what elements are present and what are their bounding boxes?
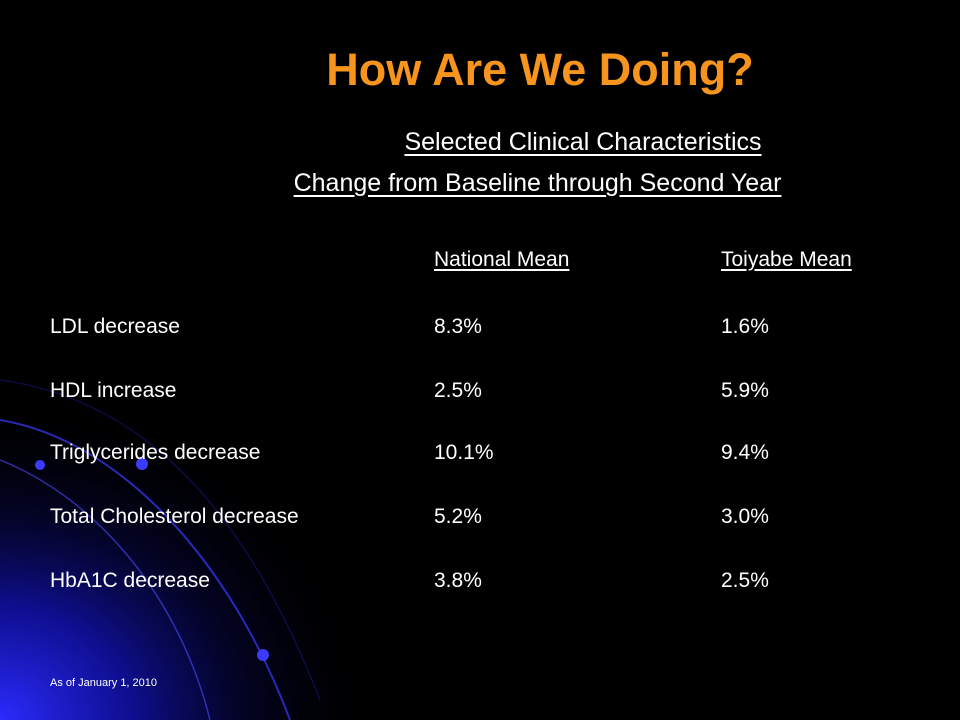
- toiyabe-value: 1.6%: [721, 315, 769, 338]
- toiyabe-value: 2.5%: [721, 569, 769, 592]
- toiyabe-value: 9.4%: [721, 441, 769, 464]
- row-label: HbA1C decrease: [50, 569, 210, 592]
- slide-title: How Are We Doing?: [326, 44, 754, 95]
- table-row: HbA1C decrease 3.8% 2.5%: [0, 569, 960, 599]
- national-value: 5.2%: [434, 505, 482, 528]
- row-label: HDL increase: [50, 379, 177, 402]
- toiyabe-value: 3.0%: [721, 505, 769, 528]
- national-value: 3.8%: [434, 569, 482, 592]
- footnote: As of January 1, 2010: [50, 677, 158, 689]
- table-row: Total Cholesterol decrease 5.2% 3.0%: [0, 505, 960, 535]
- national-value: 2.5%: [434, 379, 482, 402]
- toiyabe-value: 5.9%: [721, 379, 769, 402]
- table-row: LDL decrease 8.3% 1.6%: [0, 315, 960, 345]
- row-label: Total Cholesterol decrease: [50, 505, 299, 528]
- national-value: 8.3%: [434, 315, 482, 338]
- subtitle-line-2: Change from Baseline through Second Year: [293, 169, 782, 197]
- table-row: HDL increase 2.5% 5.9%: [0, 379, 960, 409]
- decor-dot: [136, 458, 148, 470]
- national-value: 10.1%: [434, 441, 494, 464]
- table-row: Triglycerides decrease 10.1% 9.4%: [0, 441, 960, 471]
- header-toiyabe-mean: Toiyabe Mean: [721, 248, 852, 271]
- row-label: LDL decrease: [50, 315, 180, 338]
- decor-dot: [257, 649, 269, 661]
- decor-dot: [35, 460, 45, 470]
- subtitle-line-1: Selected Clinical Characteristics: [404, 128, 762, 156]
- row-label: Triglycerides decrease: [50, 441, 261, 464]
- header-national-mean: National Mean: [434, 248, 570, 271]
